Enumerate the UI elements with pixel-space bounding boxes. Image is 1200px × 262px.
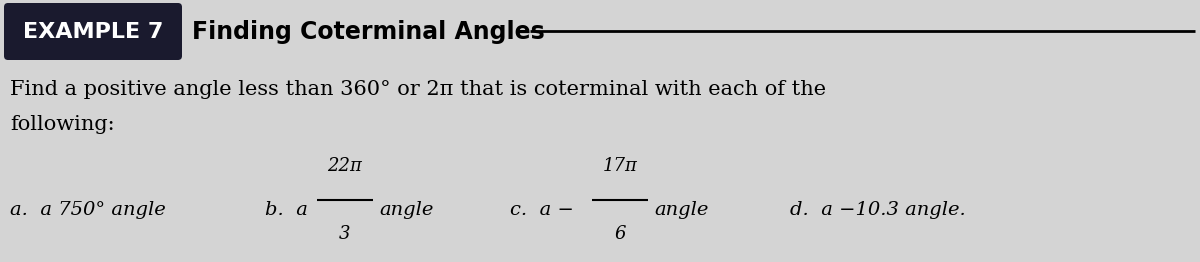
Text: 22π: 22π: [328, 157, 362, 175]
Text: angle: angle: [654, 201, 708, 219]
Text: following:: following:: [10, 115, 115, 134]
Text: Finding Coterminal Angles: Finding Coterminal Angles: [192, 19, 545, 43]
Text: c.  a −: c. a −: [510, 201, 574, 219]
Text: d.  a −10.3 angle.: d. a −10.3 angle.: [790, 201, 966, 219]
Text: a.  a 750° angle: a. a 750° angle: [10, 201, 166, 219]
Text: EXAMPLE 7: EXAMPLE 7: [23, 21, 163, 41]
Text: 3: 3: [340, 225, 350, 243]
Text: b.  a: b. a: [265, 201, 308, 219]
Text: Find a positive angle less than 360° or 2π that is coterminal with each of the: Find a positive angle less than 360° or …: [10, 80, 826, 99]
FancyBboxPatch shape: [4, 3, 182, 60]
Text: 6: 6: [614, 225, 625, 243]
Text: angle: angle: [379, 201, 433, 219]
Text: 17π: 17π: [602, 157, 637, 175]
